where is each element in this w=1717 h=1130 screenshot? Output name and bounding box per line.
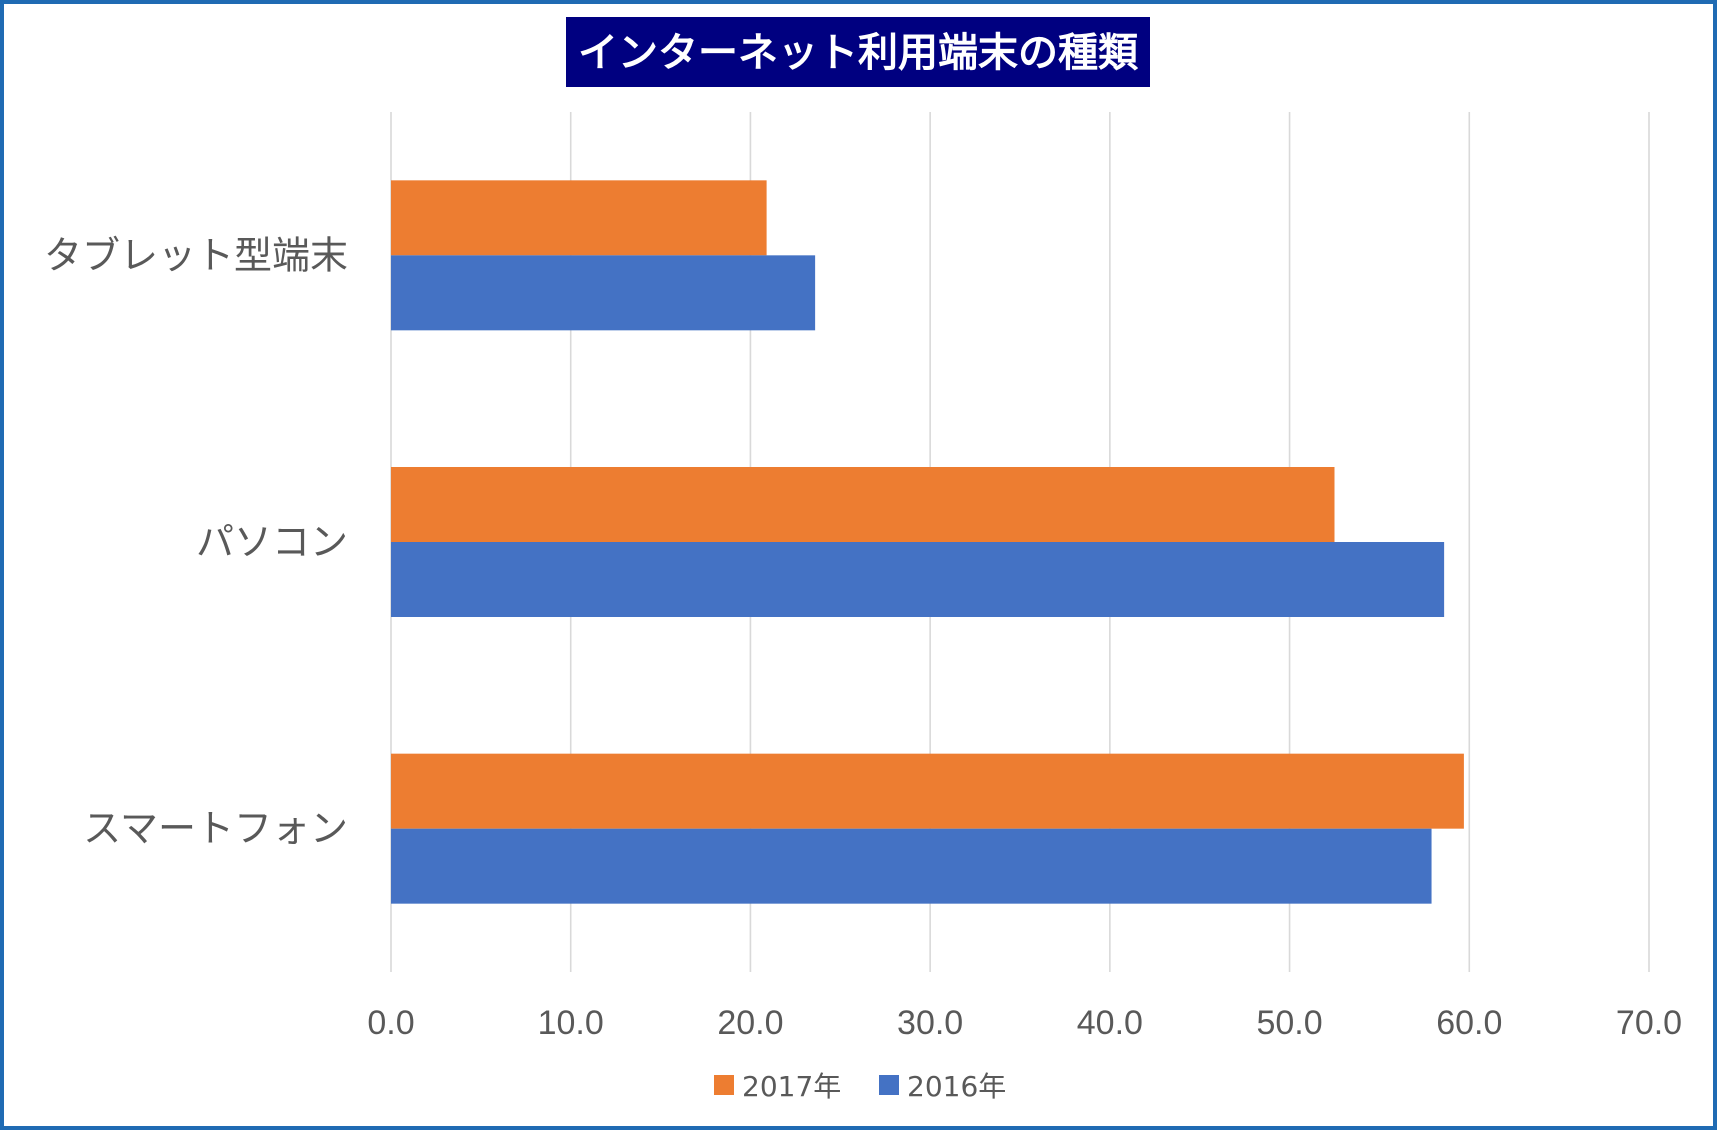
bar: [391, 542, 1445, 617]
bars: [391, 180, 1464, 904]
x-tick-label: 40.0: [1077, 1004, 1143, 1042]
x-tick-label: 20.0: [717, 1004, 783, 1042]
bar: [391, 828, 1432, 904]
x-axis-ticks: 0.0 10.0 20.0 30.0 40.0 50.0 60.0 70.0: [367, 1004, 1682, 1042]
x-tick-label: 30.0: [897, 1004, 963, 1042]
x-tick-label: 60.0: [1436, 1004, 1502, 1042]
legend-swatch: [714, 1075, 734, 1095]
title-text: インターネット利用端末の種類: [578, 30, 1139, 76]
x-tick-label: 50.0: [1256, 1004, 1322, 1042]
bar: [391, 255, 816, 331]
legend-label: 2017年: [742, 1070, 841, 1103]
x-tick-label: 0.0: [367, 1004, 414, 1042]
category-label: パソコン: [196, 520, 348, 564]
legend: 2017年 2016年: [714, 1070, 1006, 1103]
x-tick-label: 70.0: [1616, 1004, 1682, 1042]
bar: [391, 753, 1464, 829]
title-background: [566, 17, 1150, 87]
bar: [391, 180, 767, 256]
bar: [391, 467, 1335, 542]
category-label: タブレット型端末: [44, 233, 348, 277]
legend-label: 2016年: [907, 1070, 1006, 1103]
x-tick-label: 10.0: [538, 1004, 604, 1042]
chart-title: インターネット利用端末の種類: [566, 17, 1150, 87]
category-label: スマートフォン: [83, 807, 348, 851]
legend-swatch: [879, 1075, 899, 1095]
